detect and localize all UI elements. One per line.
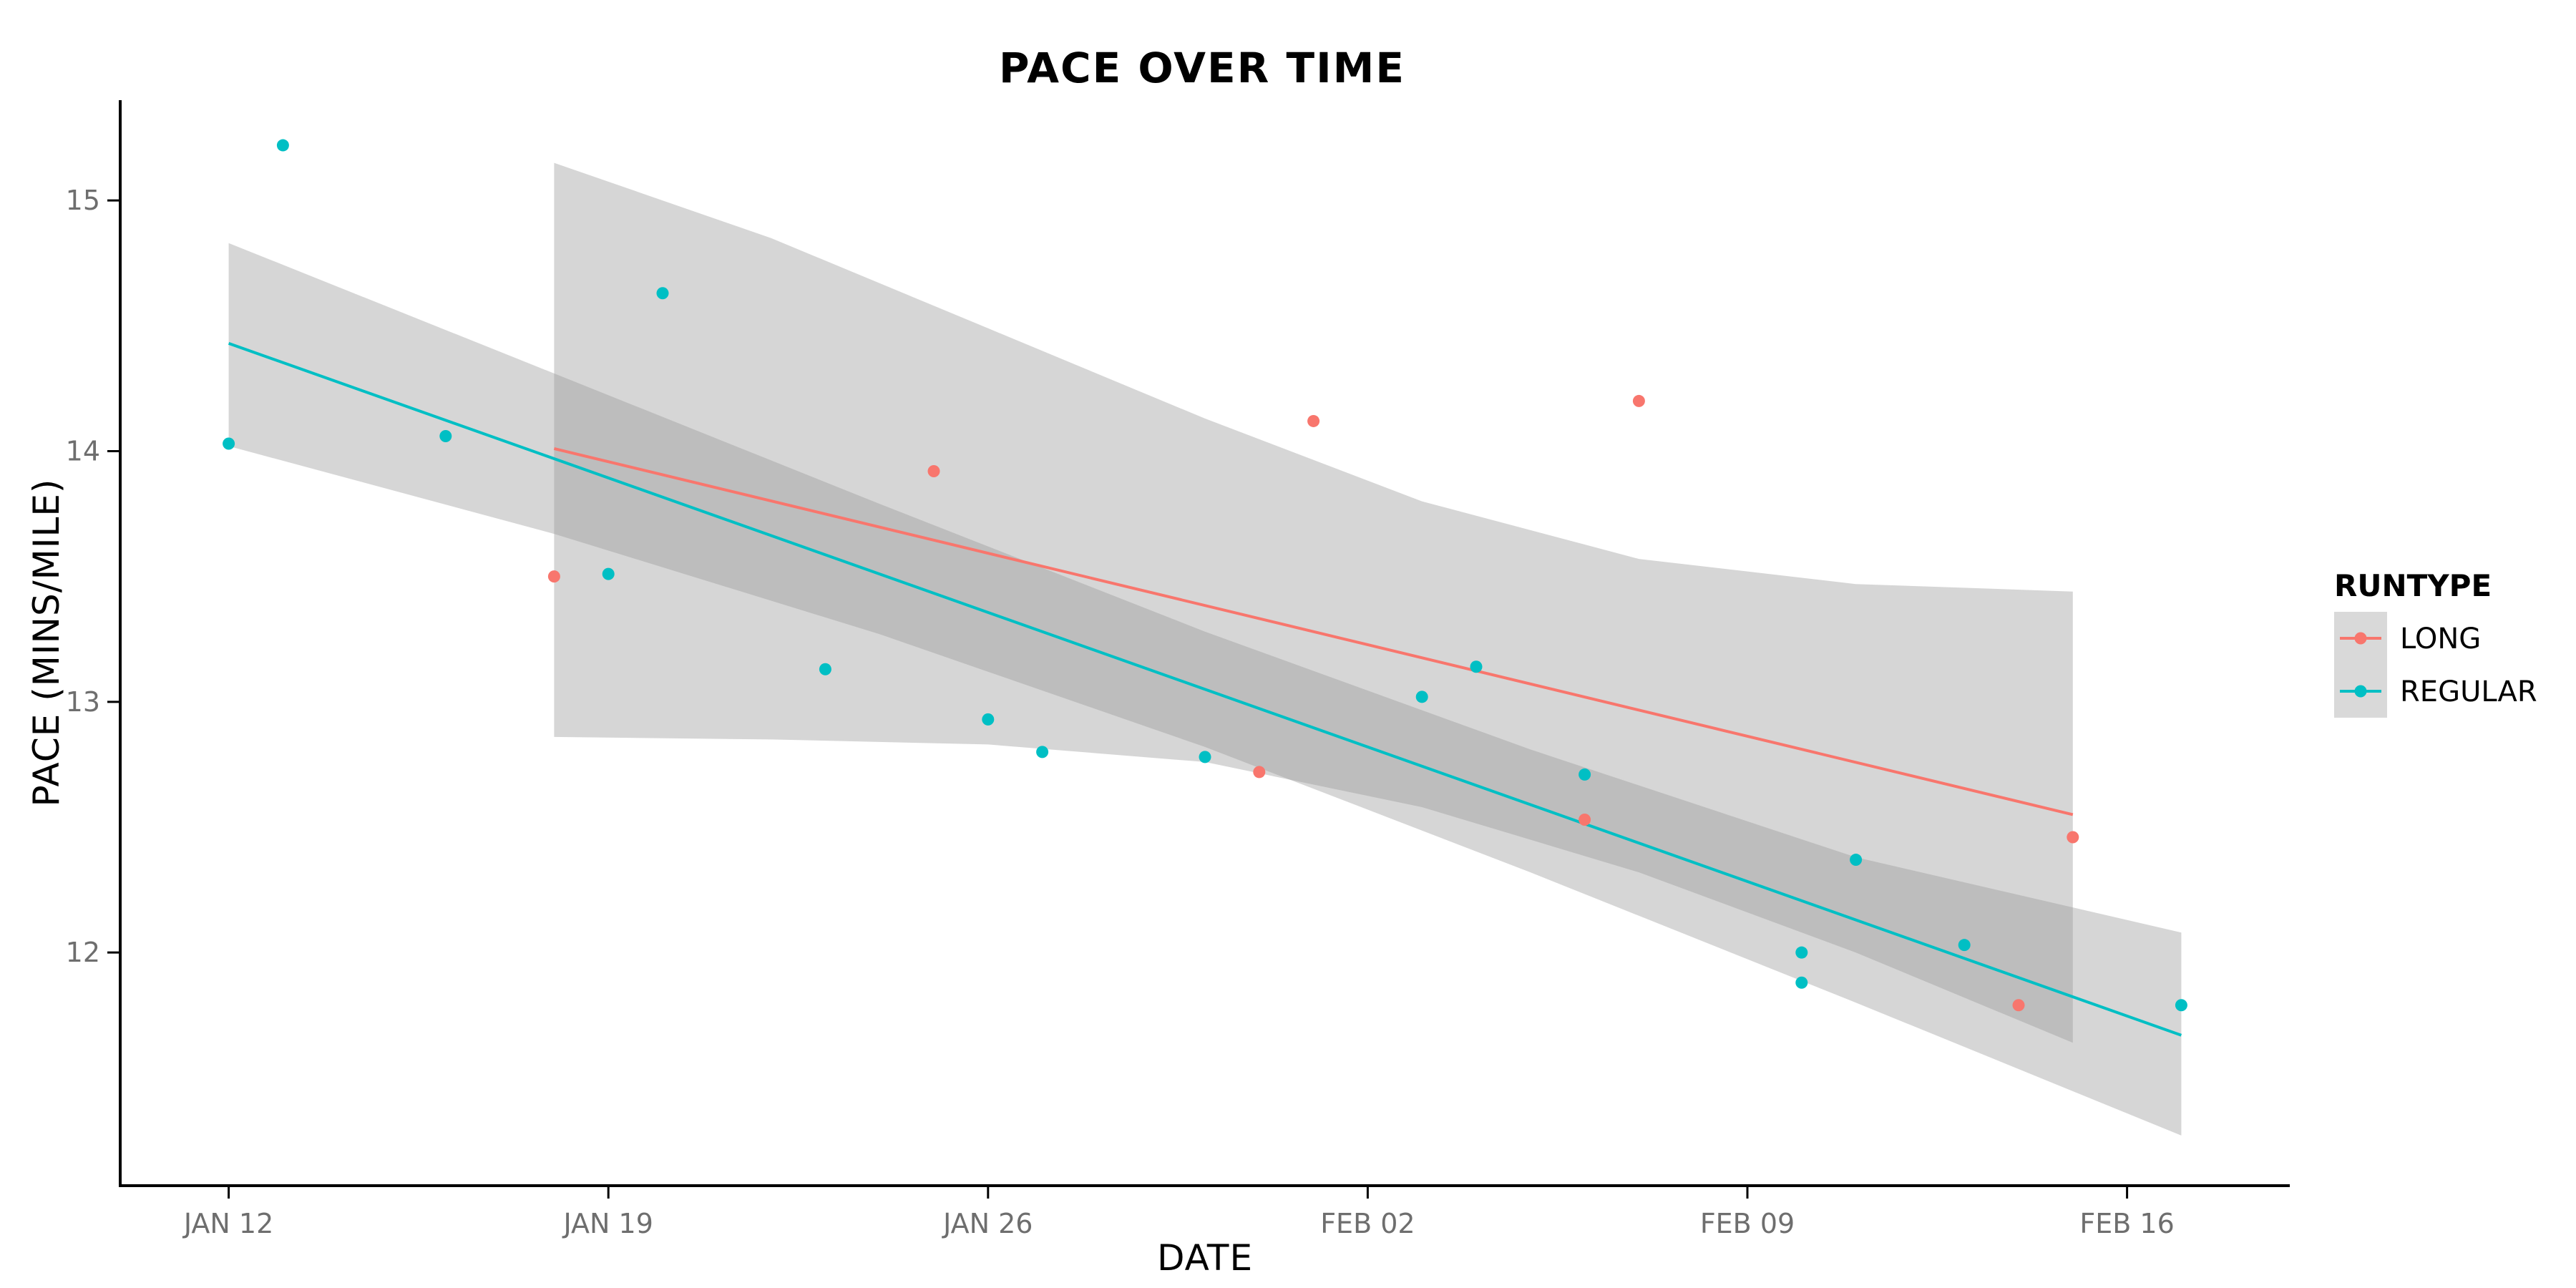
legend: RUNTYPE LONG REGULAR [2334,568,2537,718]
x-axis-ticks: JAN 12 JAN 19 JAN 26 FEB 02 FEB 09 FEB 16 [182,1186,2175,1239]
y-tick-label-15: 15 [66,185,100,216]
data-point-long-5 [1579,813,1591,826]
data-point-regular-17 [2175,999,2187,1012]
trend-line-long [553,447,2074,816]
data-point-long-1 [547,570,560,583]
data-point-long-7 [2012,999,2025,1012]
data-point-regular-5 [656,287,669,300]
data-point-regular-7 [982,713,995,726]
x-axis-title: DATE [1157,1237,1253,1279]
y-axis-title: PACE (MINS/MILE) [26,479,67,807]
x-tick-label-5: FEB 09 [1700,1208,1795,1239]
data-point-long-8 [2067,831,2079,844]
data-point-regular-13 [1795,946,1808,959]
data-point-long-3 [1253,766,1266,779]
legend-key-background [2334,612,2387,718]
y-axis-ticks: 12 13 14 15 [66,185,120,968]
data-point-long-6 [1632,394,1645,407]
x-tick-label-2: JAN 19 [562,1208,653,1239]
data-point-regular-6 [819,663,831,675]
data-point-regular-2 [276,139,289,152]
data-point-regular-11 [1470,660,1483,673]
legend-items: LONG REGULAR [2340,623,2537,708]
x-tick-label-6: FEB 16 [2079,1208,2174,1239]
x-tick-label-1: JAN 12 [182,1208,273,1239]
x-tick-label-4: FEB 02 [1320,1208,1415,1239]
data-point-long-4 [1307,414,1320,427]
trend-line-regular [228,341,2182,1037]
data-point-regular-3 [439,429,452,442]
data-point-regular-4 [602,567,615,580]
confidence-band-long [554,162,2073,1043]
data-point-regular-15 [1850,854,1863,867]
y-tick-label-14: 14 [66,435,100,467]
legend-key-point-regular [2354,685,2367,698]
data-point-regular-1 [223,437,235,450]
data-point-regular-14 [1795,976,1808,989]
data-point-regular-8 [1036,746,1049,758]
legend-key-point-long [2354,632,2367,645]
legend-label-regular: REGULAR [2400,675,2537,708]
chart-title: PACE OVER TIME [999,44,1405,92]
y-tick-label-12: 12 [66,937,100,968]
data-point-regular-16 [1958,939,1971,952]
y-tick-label-13: 13 [66,686,100,718]
data-points [223,139,2187,1012]
data-point-regular-12 [1579,768,1591,781]
data-point-long-2 [927,465,940,478]
legend-label-long: LONG [2400,623,2481,655]
trend-lines [228,341,2182,1037]
data-point-regular-9 [1199,751,1211,763]
legend-title: RUNTYPE [2334,568,2492,603]
confidence-bands [228,162,2182,1136]
data-point-regular-10 [1415,691,1428,703]
x-tick-label-3: JAN 26 [942,1208,1033,1239]
